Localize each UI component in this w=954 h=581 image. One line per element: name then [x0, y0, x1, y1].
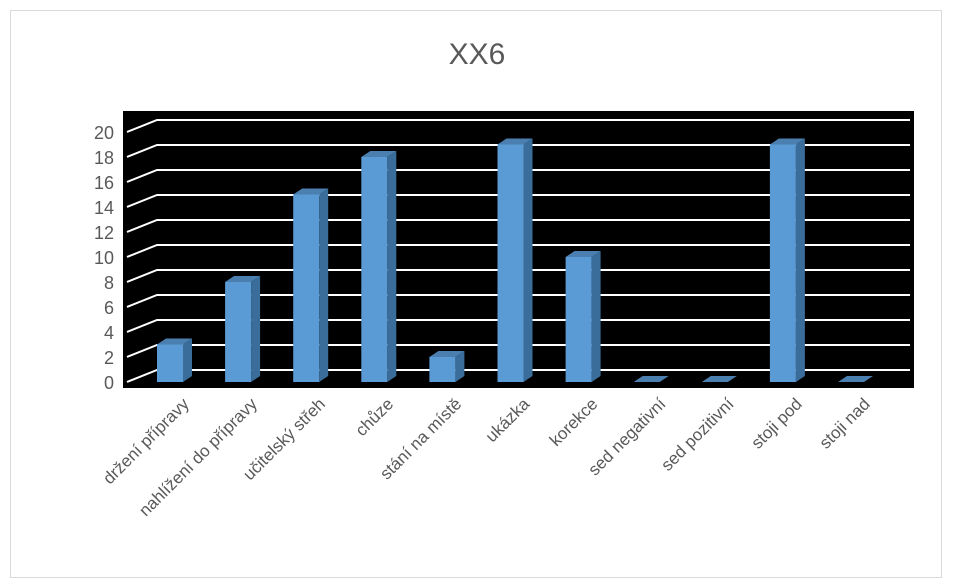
x-category-label: nahlížení do přípravy [135, 394, 261, 520]
bar-side [251, 276, 261, 382]
bar-side [455, 351, 465, 382]
bar [838, 376, 873, 382]
y-tick-label: 14 [94, 198, 114, 218]
x-category-label: stoji nad [816, 394, 874, 452]
bar [293, 188, 329, 382]
bar [565, 251, 601, 382]
bar [769, 138, 805, 382]
bar-top [838, 376, 873, 382]
y-tick-label: 12 [94, 223, 114, 243]
gridline [126, 144, 910, 158]
y-tick-label: 4 [104, 323, 114, 343]
bar-side [591, 251, 601, 382]
x-category-label: stoji pod [748, 394, 806, 452]
x-category-label: korekce [546, 394, 602, 450]
bar-top [361, 151, 397, 157]
bar-top [429, 351, 465, 357]
bar [157, 338, 192, 382]
bar-side [387, 151, 397, 382]
bar-front [429, 357, 456, 382]
bar-front [769, 144, 796, 382]
bar [497, 138, 533, 382]
bar-top [497, 138, 533, 145]
bar-side [183, 338, 192, 382]
y-tick-label: 8 [104, 273, 114, 293]
gridline [126, 244, 910, 258]
bar-side [795, 138, 805, 382]
bar [701, 376, 737, 382]
y-tick-label: 18 [94, 148, 114, 168]
x-category-label: sed pozitivní [657, 394, 737, 474]
gridline [126, 194, 910, 208]
bar-top [565, 251, 601, 257]
bar-top [633, 376, 669, 382]
y-tick-label: 10 [94, 248, 114, 268]
gridline [126, 294, 910, 308]
bar-side [523, 138, 533, 382]
bar-top [701, 376, 737, 382]
gridline [126, 319, 910, 333]
x-category-label: ukázka [482, 394, 534, 446]
bar-front [157, 344, 183, 382]
bar-top [293, 188, 329, 195]
bar-top [769, 138, 805, 145]
bar [633, 376, 669, 382]
bar-top [225, 276, 261, 282]
y-tick-label: 2 [104, 348, 114, 368]
bar [429, 351, 465, 382]
bar-front [497, 144, 524, 382]
bar-front [225, 282, 252, 382]
gridline [126, 169, 910, 183]
bar-front [361, 157, 388, 382]
gridline [126, 219, 910, 233]
y-tick-label: 16 [94, 173, 114, 193]
bar-top [157, 338, 192, 345]
y-tick-label: 20 [94, 123, 114, 143]
bar [225, 276, 261, 382]
chart-title: XX6 [448, 38, 506, 71]
y-tick-label: 6 [104, 298, 114, 318]
x-category-label: chůze [352, 394, 398, 440]
bar [361, 151, 397, 382]
bar-front [565, 257, 592, 382]
y-tick-label: 0 [104, 373, 114, 393]
gridline [126, 269, 910, 283]
gridline [126, 119, 910, 133]
bar-front [293, 194, 320, 382]
bar-side [319, 188, 329, 382]
